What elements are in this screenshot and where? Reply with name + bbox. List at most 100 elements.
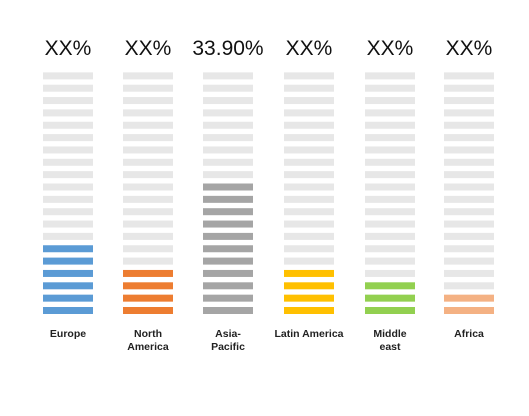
empty-segment (284, 146, 334, 154)
empty-segment (203, 146, 253, 154)
empty-segment (284, 158, 334, 166)
empty-segment (123, 195, 173, 203)
empty-segment (123, 257, 173, 265)
empty-segment (203, 72, 253, 80)
filled-segment (123, 282, 173, 290)
empty-segment (123, 158, 173, 166)
empty-segment (444, 146, 494, 154)
empty-segment (123, 97, 173, 105)
empty-segment (123, 183, 173, 191)
filled-segment (365, 282, 415, 290)
empty-segment (123, 208, 173, 216)
empty-segment (123, 171, 173, 179)
filled-segment (43, 294, 93, 302)
empty-segment (43, 171, 93, 179)
column-north-america: XX% North America (123, 37, 173, 353)
empty-segment (365, 195, 415, 203)
empty-segment (365, 134, 415, 142)
category-label: Europe (50, 328, 86, 340)
category-label: Latin America (274, 328, 343, 340)
empty-segment (365, 269, 415, 277)
category-label: Middle east (373, 328, 406, 353)
empty-segment (203, 158, 253, 166)
empty-segment (365, 97, 415, 105)
column-middle-east: XX% Middle east (365, 37, 415, 353)
empty-segment (365, 257, 415, 265)
empty-segment (284, 245, 334, 253)
empty-segment (284, 208, 334, 216)
filled-segment (203, 195, 253, 203)
empty-segment (123, 245, 173, 253)
empty-segment (123, 121, 173, 129)
empty-segment (43, 158, 93, 166)
empty-segment (203, 97, 253, 105)
filled-segment (203, 183, 253, 191)
filled-segment (203, 208, 253, 216)
empty-segment (284, 84, 334, 92)
empty-segment (43, 72, 93, 80)
empty-segment (123, 220, 173, 228)
filled-segment (123, 307, 173, 314)
category-label: Africa (454, 328, 484, 340)
empty-segment (444, 134, 494, 142)
empty-segment (444, 97, 494, 105)
empty-segment (43, 183, 93, 191)
filled-segment (203, 245, 253, 253)
filled-segment (444, 307, 494, 314)
filled-segment (43, 282, 93, 290)
empty-segment (444, 282, 494, 290)
empty-segment (123, 134, 173, 142)
empty-segment (43, 208, 93, 216)
filled-segment (284, 294, 334, 302)
empty-segment (43, 232, 93, 240)
empty-segment (284, 183, 334, 191)
empty-segment (43, 134, 93, 142)
empty-segment (365, 220, 415, 228)
empty-segment (284, 171, 334, 179)
category-label: North America (127, 328, 169, 353)
column-asia-pacific: 33.90% Asia-Pacific (192, 37, 263, 353)
empty-segment (284, 134, 334, 142)
empty-segment (43, 97, 93, 105)
empty-segment (365, 146, 415, 154)
empty-segment (365, 72, 415, 80)
filled-segment (284, 307, 334, 314)
empty-segment (365, 158, 415, 166)
column-europe: XX% Europe (43, 37, 93, 340)
empty-segment (444, 109, 494, 117)
filled-segment (203, 282, 253, 290)
filled-segment (123, 294, 173, 302)
empty-segment (284, 109, 334, 117)
empty-segment (365, 245, 415, 253)
empty-segment (365, 171, 415, 179)
filled-segment (43, 307, 93, 314)
empty-segment (284, 72, 334, 80)
filled-segment (203, 220, 253, 228)
filled-segment (365, 294, 415, 302)
filled-segment (203, 257, 253, 265)
value-label: XX% (125, 37, 172, 60)
empty-segment (365, 208, 415, 216)
filled-segment (365, 307, 415, 314)
filled-segment (43, 269, 93, 277)
filled-segment (43, 257, 93, 265)
empty-segment (365, 232, 415, 240)
empty-segment (444, 158, 494, 166)
value-label: XX% (45, 37, 92, 60)
empty-segment (444, 121, 494, 129)
empty-segment (203, 121, 253, 129)
empty-segment (123, 146, 173, 154)
filled-segment (284, 269, 334, 277)
filled-segment (123, 269, 173, 277)
empty-segment (365, 84, 415, 92)
empty-segment (284, 195, 334, 203)
column-latin-america: XX% Latin America (274, 37, 343, 340)
empty-segment (203, 84, 253, 92)
filled-segment (444, 294, 494, 302)
empty-segment (444, 208, 494, 216)
empty-segment (284, 97, 334, 105)
value-label: XX% (367, 37, 414, 60)
empty-segment (365, 183, 415, 191)
empty-segment (444, 220, 494, 228)
